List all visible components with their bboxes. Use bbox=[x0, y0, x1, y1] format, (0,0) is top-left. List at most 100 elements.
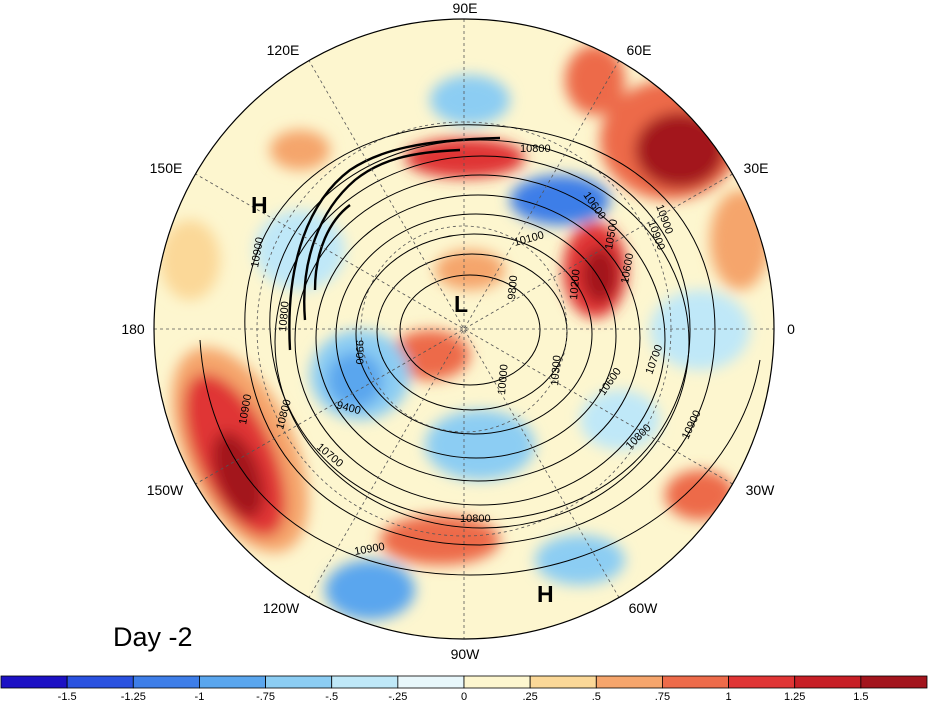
colorbar-tick-label: -1.25 bbox=[121, 691, 146, 702]
anomaly-patch bbox=[430, 75, 510, 125]
meridian bbox=[308, 60, 620, 598]
contour-label: 10900 bbox=[249, 236, 266, 268]
anomaly-patch bbox=[405, 138, 525, 178]
colorbar-swatch bbox=[66, 675, 134, 689]
longitude-label: 150E bbox=[150, 160, 183, 176]
anomaly-patch bbox=[565, 45, 625, 115]
contour-label: 10300 bbox=[549, 355, 564, 387]
contour-line bbox=[199, 339, 761, 576]
contour-line bbox=[269, 139, 691, 521]
contour-label: 9800 bbox=[506, 275, 520, 300]
colorbar-swatch bbox=[595, 675, 663, 689]
colorbar-swatch bbox=[529, 675, 597, 689]
colorbar-tick-label: 0 bbox=[461, 691, 467, 702]
colorbar-swatch bbox=[728, 675, 796, 689]
contour-line bbox=[335, 213, 617, 459]
colorbar-swatch bbox=[860, 675, 928, 689]
lat-lon-grid bbox=[154, 19, 774, 639]
anomaly-patch bbox=[535, 535, 625, 585]
longitude-label: 90E bbox=[453, 0, 478, 16]
anomaly-patch bbox=[582, 247, 618, 303]
anomaly-patch bbox=[580, 390, 660, 450]
longitude-label: 30E bbox=[744, 160, 769, 176]
contour-label: 10200 bbox=[568, 269, 583, 301]
height-contours bbox=[199, 124, 761, 576]
anomaly-patch bbox=[425, 410, 535, 480]
colorbar-swatch bbox=[265, 675, 333, 689]
longitude-label: 60E bbox=[627, 42, 652, 58]
longitude-label: 180 bbox=[121, 321, 145, 337]
colorbar-tick-label: -.25 bbox=[388, 691, 407, 702]
colorbar-tick-label: 1.5 bbox=[853, 691, 868, 702]
contour-line bbox=[376, 253, 568, 411]
colorbar-tick-label: -1 bbox=[195, 691, 205, 702]
colorbar-swatch bbox=[794, 675, 862, 689]
anomaly-patch bbox=[635, 112, 725, 188]
low-pressure-center: L bbox=[454, 291, 468, 317]
colorbar-tick-label: -.5 bbox=[325, 691, 338, 702]
colorbar-tick-label: 1.25 bbox=[784, 691, 805, 702]
anomaly-patch bbox=[160, 220, 220, 300]
colorbar-tick-label: .25 bbox=[522, 691, 537, 702]
longitude-label: 60W bbox=[629, 600, 659, 616]
contour-line-bold bbox=[303, 148, 461, 321]
colorbar-tick-label: .75 bbox=[655, 691, 670, 702]
longitude-label: 150W bbox=[147, 482, 184, 498]
anomaly-patch bbox=[270, 130, 330, 170]
contour-label: 10800 bbox=[460, 513, 491, 525]
contour-label: 9900 bbox=[353, 340, 365, 364]
longitude-label: 120E bbox=[267, 42, 300, 58]
contour-line bbox=[274, 155, 690, 529]
longitude-label: 0 bbox=[787, 321, 795, 337]
anomaly-patch bbox=[212, 432, 264, 518]
contour-label: 10000 bbox=[496, 364, 511, 396]
longitude-labels: 90E 60E 30E 0 30W 60W 90W 120W 150W 180 … bbox=[121, 0, 795, 662]
colorbar-swatch bbox=[199, 675, 266, 689]
contour-label: 10600 bbox=[619, 252, 636, 284]
colorbar-swatch bbox=[0, 675, 68, 689]
meridian bbox=[195, 173, 733, 485]
contour-line bbox=[399, 274, 541, 386]
colorbar-swatch bbox=[662, 675, 729, 689]
contour-line bbox=[315, 194, 641, 482]
colorbar-tick-label: .5 bbox=[592, 691, 601, 702]
contour-line bbox=[294, 174, 666, 506]
colorbar-swatch bbox=[331, 675, 399, 689]
contour-label: 10800 bbox=[520, 143, 551, 155]
contour-line bbox=[355, 233, 593, 435]
contour-line-bold bbox=[288, 136, 501, 351]
contour-label: 10900 bbox=[353, 541, 385, 558]
anomaly-patch bbox=[665, 470, 735, 520]
colorbar: -1.5 -1.25 -1 -.75 -.5 -.25 0 .25 .5 .75 1 1.25 1.5 bbox=[0, 675, 928, 703]
longitude-label: 90W bbox=[451, 646, 481, 662]
contour-line bbox=[244, 124, 716, 546]
longitude-label: 120W bbox=[263, 600, 300, 616]
anomaly-patch bbox=[510, 175, 610, 225]
anomaly-patch bbox=[390, 330, 470, 380]
meridian bbox=[195, 173, 733, 485]
colorbar-tick-label: -.75 bbox=[256, 691, 275, 702]
meridian bbox=[308, 60, 620, 598]
colorbar-swatch bbox=[397, 675, 465, 689]
panel-label: Day -2 bbox=[113, 622, 193, 652]
colorbar-swatch bbox=[132, 675, 200, 689]
anomaly-patch bbox=[650, 290, 750, 370]
longitude-label: 30W bbox=[746, 482, 776, 498]
colorbar-swatch bbox=[463, 675, 531, 689]
colorbar-tick-label: -1.5 bbox=[58, 691, 77, 702]
contour-line-bold bbox=[313, 204, 351, 291]
pressure-centers: H L H bbox=[251, 192, 554, 607]
contour-label: 10800 bbox=[277, 301, 292, 333]
map-boundary bbox=[153, 18, 775, 640]
anomaly-patch bbox=[435, 250, 505, 290]
contour-label: 10500 bbox=[603, 218, 620, 250]
high-pressure-center: H bbox=[251, 192, 268, 218]
colorbar-tick-label: 1 bbox=[726, 691, 732, 702]
anomaly-patch bbox=[325, 560, 415, 620]
anomaly-patch bbox=[327, 352, 383, 408]
contour-label: 10900 bbox=[237, 393, 254, 425]
high-pressure-center: H bbox=[537, 581, 554, 607]
latitude-circle bbox=[360, 225, 568, 433]
